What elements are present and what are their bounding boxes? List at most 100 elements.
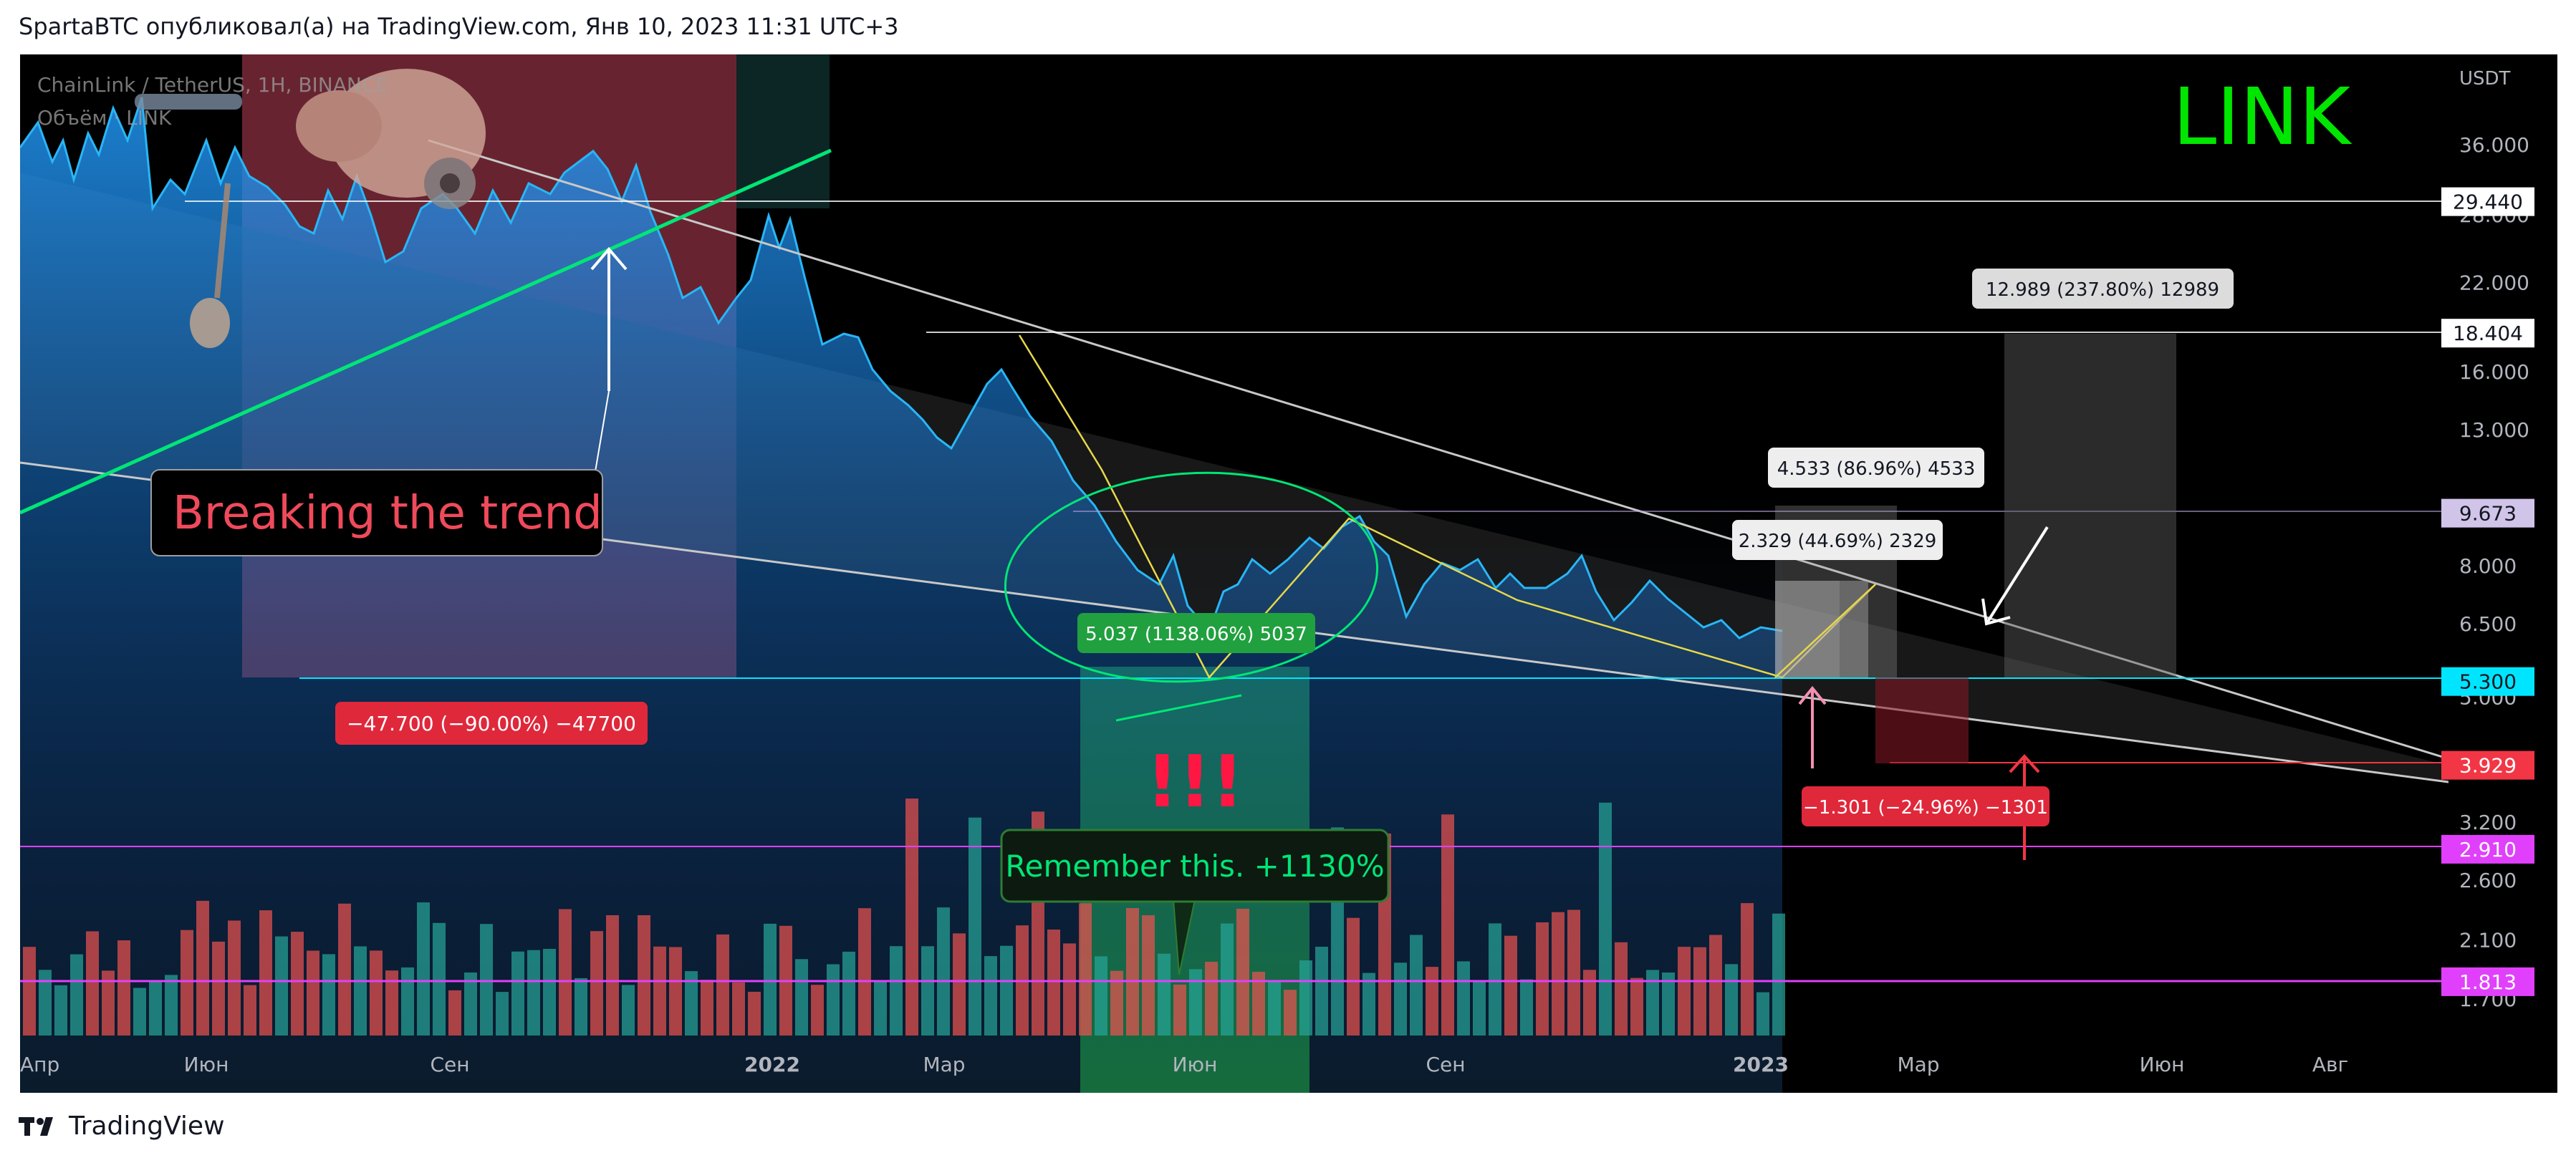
x-tick-label: Июн <box>2140 1053 2185 1076</box>
price-scale[interactable] <box>2448 54 2557 1093</box>
drop-label: −47.700 (−90.00%) −47700 <box>335 702 648 745</box>
accumulation-ellipse <box>1004 471 1379 683</box>
price-level-tag: 18.404 <box>2441 319 2534 348</box>
volume-bar <box>102 970 115 1036</box>
volume-bar <box>511 951 524 1036</box>
price-level-tag-text: 3.929 <box>2459 754 2517 778</box>
volume-bar <box>732 982 745 1036</box>
volume-bar <box>54 985 67 1036</box>
volume-bar <box>496 992 509 1036</box>
volume-bar <box>1772 913 1785 1036</box>
volume-bar <box>1567 909 1580 1036</box>
x-tick-label: Сен <box>1426 1053 1465 1076</box>
red-arrowhead-right <box>2009 754 2040 773</box>
volume-bar <box>543 949 556 1036</box>
support-line-green <box>1115 694 1242 722</box>
volume-bar <box>1158 953 1171 1036</box>
volume-bar <box>559 909 572 1036</box>
volume-bar <box>1189 969 1202 1036</box>
exclamation-marks: !!! <box>1146 740 1244 824</box>
volume-bar <box>795 959 808 1036</box>
target1-box <box>1775 581 1840 677</box>
volume-bar <box>874 981 887 1036</box>
volume-bar <box>1394 962 1407 1036</box>
volume-bar <box>385 970 398 1036</box>
y-tick-label: 22.000 <box>2459 271 2529 294</box>
volume-bar <box>1662 972 1675 1036</box>
price-level-tag-text: 29.440 <box>2453 190 2523 214</box>
price-level-tag-text: 18.404 <box>2453 322 2523 345</box>
price-level-tag-text: 9.673 <box>2459 502 2517 526</box>
volume-bar <box>1441 814 1454 1036</box>
breaking-trend-arrowhead <box>590 246 628 271</box>
volume-bar <box>1221 923 1234 1036</box>
breaking-trend-callout: Breaking the trend <box>150 469 603 556</box>
y-tick-label: 3.200 <box>2459 811 2517 834</box>
volume-bar <box>259 910 272 1036</box>
tradingview-logo[interactable]: TradingView <box>19 1111 225 1141</box>
volume-bar <box>464 972 477 1036</box>
symbol-line: ChainLink / TetherUS, 1H, BINANCE <box>37 73 388 97</box>
x-tick-label: Авг <box>2312 1053 2348 1076</box>
volume-bar <box>1457 961 1470 1036</box>
volume-bar <box>480 924 493 1036</box>
volume-bar <box>149 981 162 1036</box>
volume-bar <box>1079 903 1092 1036</box>
target2-label-text: 4.533 (86.96%) 4533 <box>1777 458 1976 480</box>
target3-label-text: 12.989 (237.80%) 12989 <box>1986 279 2219 301</box>
volume-bar <box>1583 970 1596 1036</box>
volume-bar <box>23 947 36 1036</box>
rise-label-text: 5.037 (1138.06%) 5037 <box>1085 624 1307 645</box>
volume-bar <box>275 936 288 1036</box>
x-tick-label: Мар <box>1897 1053 1939 1076</box>
volume-bar <box>1110 970 1123 1036</box>
volume-bar <box>858 908 871 1036</box>
volume-bar <box>748 991 761 1036</box>
x-tick-label: 2022 <box>744 1053 800 1076</box>
drop-label-text: −47.700 (−90.00%) −47700 <box>347 712 636 735</box>
volume-bar <box>827 964 840 1036</box>
price-level-tag-text: 5.300 <box>2459 670 2517 694</box>
tradingview-logo-text: TradingView <box>69 1111 225 1141</box>
volume-bar <box>653 946 666 1036</box>
chart-panel[interactable]: ChainLink / TetherUS, 1H, BINANCE Объём … <box>20 54 2557 1093</box>
volume-bar <box>685 971 698 1036</box>
volume-bar <box>433 922 446 1036</box>
volume-bar <box>842 951 855 1036</box>
target3-box <box>2004 334 2176 677</box>
volume-bar <box>1173 984 1186 1036</box>
volume-bar <box>117 940 130 1036</box>
volume-bar <box>86 931 99 1036</box>
x-axis-ticks: Апр Июн Сен 2022 Мар Июн Сен 2023 Мар Июн Авг <box>20 1053 2348 1076</box>
volume-bar <box>638 915 650 1036</box>
volume-bar <box>1599 802 1612 1036</box>
chart-canvas[interactable]: ChainLink / TetherUS, 1H, BINANCE Объём … <box>20 54 2557 1093</box>
volume-bar <box>921 946 934 1036</box>
publisher-line: SpartaBTC опубликовал(а) на TradingView.… <box>19 13 899 40</box>
brain-dumbbell-image <box>135 69 486 348</box>
volume-bar <box>165 975 178 1036</box>
volume-bar <box>1047 930 1060 1036</box>
volume-bar <box>354 946 367 1036</box>
price-level-tag-text: 2.910 <box>2459 838 2517 861</box>
volume-bar <box>181 930 193 1036</box>
volume-bar <box>1520 979 1533 1036</box>
volume-bar <box>1268 980 1281 1036</box>
volume-bar <box>1284 990 1297 1036</box>
x-tick-label: 2023 <box>1733 1053 1789 1076</box>
volume-bar <box>984 956 997 1036</box>
target1-label-text: 2.329 (44.69%) 2329 <box>1739 531 1937 552</box>
target-arrowhead <box>1981 598 2011 626</box>
volume-bar <box>1646 970 1659 1036</box>
volume-bar <box>606 915 619 1036</box>
volume-bar <box>1489 923 1501 1036</box>
price-level-tag: 29.440 <box>2441 187 2534 216</box>
volume-bar <box>1252 972 1265 1036</box>
x-tick-label: Апр <box>20 1053 59 1076</box>
remember-callout: Remember this. +1130% <box>1000 829 1390 903</box>
volume-bar <box>39 970 52 1036</box>
volume-bar <box>1615 942 1628 1036</box>
dark-teal-block <box>736 54 830 208</box>
volume-bar <box>953 933 966 1036</box>
volume-bar <box>969 817 981 1036</box>
